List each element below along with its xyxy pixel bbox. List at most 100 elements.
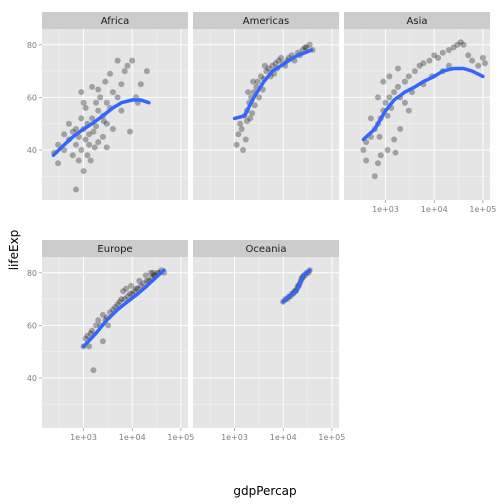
data-point bbox=[469, 57, 476, 64]
data-point bbox=[450, 44, 457, 51]
data-point bbox=[377, 152, 384, 159]
x-tick-label: 1e+05 bbox=[469, 205, 496, 214]
data-point bbox=[261, 62, 268, 69]
data-point bbox=[136, 277, 143, 284]
data-point bbox=[411, 68, 418, 75]
data-point bbox=[395, 83, 401, 90]
data-point bbox=[479, 54, 486, 61]
data-point bbox=[69, 128, 76, 135]
data-point bbox=[89, 327, 96, 334]
data-point bbox=[382, 99, 389, 106]
data-point bbox=[55, 141, 62, 148]
y-tick-label: 60 bbox=[27, 93, 37, 102]
data-point bbox=[121, 68, 128, 75]
data-point bbox=[391, 136, 398, 143]
y-tick-label: 80 bbox=[27, 41, 37, 50]
data-point bbox=[431, 52, 438, 59]
data-point bbox=[123, 285, 130, 292]
x-tick-label: 1e+04 bbox=[421, 205, 448, 214]
data-point bbox=[103, 144, 110, 151]
data-point bbox=[249, 110, 256, 117]
x-tick-label: 1e+05 bbox=[167, 433, 194, 442]
data-point bbox=[140, 280, 147, 287]
data-point bbox=[395, 65, 401, 72]
data-point bbox=[118, 296, 125, 303]
data-point bbox=[258, 73, 264, 80]
data-point bbox=[397, 126, 404, 132]
data-point bbox=[105, 322, 112, 329]
data-point bbox=[134, 285, 141, 292]
data-point bbox=[116, 298, 123, 305]
data-point bbox=[82, 104, 89, 111]
data-point bbox=[127, 128, 133, 135]
data-point bbox=[256, 94, 263, 101]
data-point bbox=[99, 311, 106, 318]
facet-strip bbox=[344, 12, 490, 29]
data-point bbox=[371, 173, 378, 180]
data-point bbox=[240, 147, 247, 153]
data-point bbox=[103, 99, 110, 106]
data-point bbox=[103, 120, 110, 127]
data-point bbox=[86, 131, 93, 138]
data-point bbox=[84, 152, 91, 159]
y-tick-label: 40 bbox=[27, 146, 37, 155]
data-point bbox=[233, 141, 240, 148]
data-point bbox=[278, 54, 284, 61]
data-point bbox=[247, 115, 254, 122]
data-point bbox=[118, 107, 125, 114]
data-point bbox=[360, 147, 367, 153]
data-point bbox=[69, 152, 76, 159]
facet-strip bbox=[42, 240, 188, 257]
data-point bbox=[95, 139, 102, 146]
smooth-line bbox=[81, 268, 166, 349]
data-point bbox=[61, 131, 68, 138]
plot-panel bbox=[42, 257, 188, 428]
smooth-line bbox=[361, 66, 485, 142]
data-point bbox=[420, 60, 427, 67]
data-point bbox=[445, 62, 452, 69]
facet-strip bbox=[193, 240, 339, 257]
data-point bbox=[114, 301, 121, 308]
data-point bbox=[460, 41, 467, 48]
data-point bbox=[93, 123, 99, 130]
data-point bbox=[118, 81, 125, 88]
data-point bbox=[73, 141, 79, 148]
data-point bbox=[80, 99, 87, 106]
data-point bbox=[80, 168, 87, 175]
smooth-line bbox=[232, 48, 314, 121]
y-tick-label: 40 bbox=[27, 374, 37, 383]
x-axis-title: gdpPercap bbox=[233, 484, 296, 498]
data-point bbox=[454, 41, 461, 48]
data-point bbox=[95, 317, 102, 324]
data-point bbox=[137, 81, 144, 88]
data-point bbox=[391, 89, 398, 96]
data-point bbox=[303, 44, 310, 51]
data-point bbox=[375, 94, 381, 101]
data-point bbox=[384, 147, 391, 153]
data-point bbox=[375, 160, 381, 167]
data-point bbox=[73, 186, 79, 193]
data-point bbox=[109, 126, 116, 132]
x-tick-label: 1e+05 bbox=[318, 433, 345, 442]
facet-africa: Africa 40 60 80 bbox=[27, 12, 188, 200]
data-point bbox=[238, 126, 245, 132]
data-point bbox=[86, 343, 93, 350]
data-point bbox=[445, 47, 452, 53]
data-point bbox=[250, 78, 257, 85]
data-point bbox=[78, 147, 85, 153]
data-point bbox=[392, 149, 399, 156]
data-point bbox=[416, 62, 423, 69]
data-point bbox=[55, 160, 62, 167]
plot-panel bbox=[193, 29, 339, 200]
data-point bbox=[87, 157, 94, 164]
data-point bbox=[475, 62, 482, 69]
data-point bbox=[91, 144, 98, 151]
facet-strip-label: Africa bbox=[101, 16, 130, 27]
data-point bbox=[143, 68, 150, 75]
data-point bbox=[481, 60, 488, 67]
data-point bbox=[401, 99, 408, 106]
y-tick-label: 80 bbox=[27, 269, 37, 278]
data-point bbox=[405, 107, 412, 114]
data-point bbox=[78, 89, 85, 96]
